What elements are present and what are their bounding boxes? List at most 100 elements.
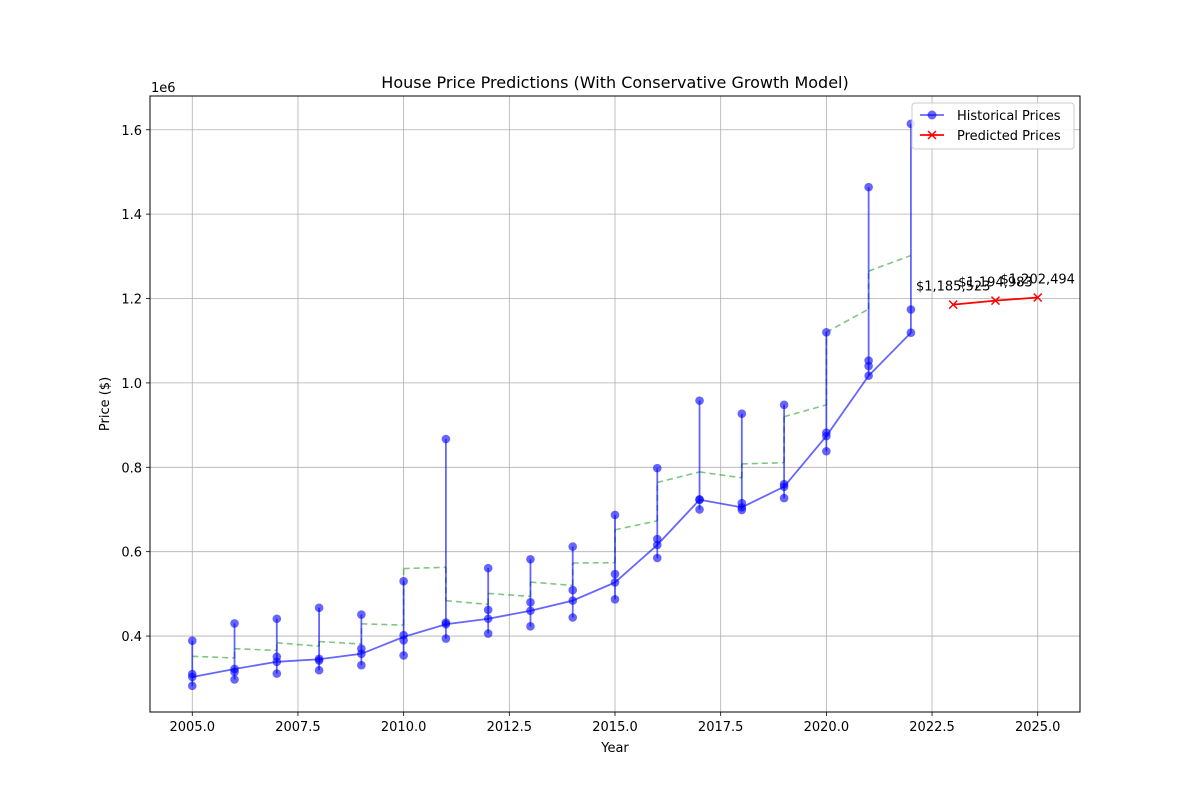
x-tick-label: 2020.0 [804,720,850,735]
trend-segment [445,599,489,606]
historical-point [483,605,493,615]
legend: Historical Prices Predicted Prices [911,102,1075,150]
historical-point [230,667,239,677]
historical-point [272,669,282,678]
historical-point [357,660,366,670]
legend-historical-label: Historical Prices [957,109,1061,124]
series-layer: $1,185,523$1,194,983$1,202,494 [187,119,1075,691]
historical-point [441,619,451,629]
historical-point [695,505,704,514]
trend-segment [783,404,827,418]
historical-point [483,563,493,573]
legend-predicted-label: Predicted Prices [957,129,1061,144]
historical-point [526,606,535,616]
historical-point [695,396,704,405]
historical-point [568,542,578,551]
trend-segment [234,647,277,652]
historical-point [779,493,789,503]
historical-point [526,554,535,564]
historical-point [314,656,324,665]
historical-series-line [192,332,912,678]
trend-segment [361,623,404,626]
legend-historical-swatch-marker [927,110,937,120]
historical-point [230,619,239,628]
historical-point [187,672,197,682]
y-tick-label: 0.8 [121,461,142,476]
y-tick-label: 0.4 [121,630,142,645]
trend-segment [868,254,912,272]
historical-point [610,569,620,579]
x-axis-label: Year [600,741,629,756]
trend-segment [741,461,785,465]
historical-point [864,371,873,381]
y-tick-label: 1.4 [121,208,142,223]
historical-point [779,482,789,491]
y-tick-label: 1.6 [121,124,142,139]
historical-point [652,540,662,550]
grid-lines [150,96,1080,712]
trend-segment [699,471,742,479]
historical-point [568,596,578,605]
trend-segment [192,655,235,659]
historical-point [314,665,324,675]
historical-point [822,327,831,337]
predicted-value-label: $1,185,523 [916,280,990,295]
historical-point [483,629,493,638]
x-tick-label: 2017.5 [698,720,744,735]
historical-point [526,598,535,607]
x-tick-label: 2007.5 [275,720,321,735]
x-tick-label: 2005.0 [170,720,216,735]
predicted-value-label: $1,202,494 [1001,272,1075,287]
trend-segment [825,308,870,333]
y-tick-label: 1.0 [121,377,142,392]
historical-point [652,553,662,563]
trend-segment [276,642,320,647]
y-axis-label: Price ($) [98,377,113,431]
historical-point [568,585,578,595]
historical-point [441,434,451,444]
historical-point [822,431,831,441]
x-tick-label: 2015.0 [592,720,638,735]
trend-segment [319,640,362,645]
historical-point [610,510,620,520]
historical-point [779,400,789,410]
axes-layer: 2005.0 2007.5 2010.0 2012.5 2015.0 2017.5 2020… [121,124,1060,735]
predicted-point [990,296,1000,306]
trend-segment [530,581,573,587]
predicted-point [1033,292,1043,302]
historical-point [610,595,620,604]
historical-point [822,446,831,456]
legend-frame [911,102,1075,150]
historical-point [314,603,324,613]
legend-predicted-swatch-marker [927,130,937,140]
historical-point [864,361,873,371]
historical-point [399,576,408,586]
historical-point [695,495,704,505]
trend-segment [614,520,658,531]
historical-point [272,657,282,667]
historical-point [568,613,578,622]
x-tick-label: 2025.0 [1015,720,1061,735]
historical-point [906,328,916,337]
historical-point [737,409,747,419]
historical-point [610,578,620,587]
historical-point [357,610,366,619]
y-scale-label: 1e6 [151,81,176,96]
historical-point [906,305,916,314]
historical-point [399,651,408,660]
historical-point [230,675,239,684]
historical-point [187,636,197,645]
historical-point [272,614,282,624]
historical-point [737,505,747,515]
trend-segment [488,592,531,598]
historical-point [187,681,197,691]
y-tick-label: 0.6 [121,546,142,561]
historical-point [652,534,662,544]
chart-title: House Price Predictions (With Conservati… [381,73,848,92]
historical-point [357,649,366,659]
predicted-point [948,300,958,310]
x-tick-label: 2022.5 [909,720,955,735]
historical-point [399,635,408,645]
historical-point [526,622,535,631]
